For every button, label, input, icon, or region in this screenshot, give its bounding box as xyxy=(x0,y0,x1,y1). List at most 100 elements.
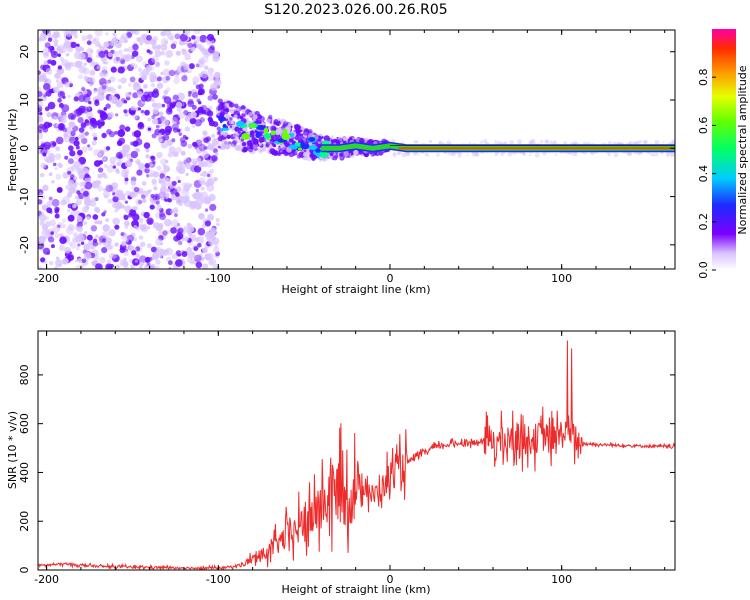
spectrogram-point xyxy=(186,247,193,253)
spectrogram-point xyxy=(97,167,104,173)
spectrogram-point xyxy=(42,83,51,91)
spectrogram-point xyxy=(179,161,183,166)
spectrogram-point xyxy=(139,224,146,231)
spectrogram-point xyxy=(165,50,174,58)
spectrogram-point xyxy=(78,65,87,74)
spectrogram-point xyxy=(63,40,71,49)
spectrogram-point xyxy=(189,164,198,173)
spectrogram-point xyxy=(336,140,341,145)
spectrogram-point xyxy=(147,127,152,131)
spectrogram-point xyxy=(38,129,43,134)
spectrogram-point xyxy=(225,143,232,150)
spectrogram-point xyxy=(146,243,152,249)
spectrogram-point xyxy=(194,254,202,263)
spectrogram-point xyxy=(338,136,343,142)
spectrogram-point xyxy=(67,214,75,222)
spectrogram-point xyxy=(534,152,540,158)
spectrogram-point xyxy=(200,191,209,200)
spectrogram-point xyxy=(152,107,159,115)
spectrogram-point xyxy=(158,138,163,143)
spectrogram-point xyxy=(38,132,44,140)
spectrogram-blob xyxy=(281,134,290,140)
spectrogram-point xyxy=(299,129,303,133)
spectrogram-point xyxy=(149,78,154,83)
spectrogram-point xyxy=(199,180,205,186)
spectrogram-point xyxy=(103,164,108,169)
spectrogram-point xyxy=(302,152,308,157)
spectrogram-point xyxy=(643,139,648,144)
snr-y-tick-label: 400 xyxy=(18,462,31,483)
spectrogram-point xyxy=(213,71,221,79)
spectrogram-point xyxy=(198,161,205,168)
spectrogram-point xyxy=(163,89,169,95)
spectrogram-point xyxy=(108,244,114,250)
spectrogram-point xyxy=(65,52,70,57)
spectrogram-point xyxy=(38,70,41,76)
snr-series-line xyxy=(38,340,675,570)
spectrogram-point xyxy=(94,99,99,104)
spectrogram-point xyxy=(164,159,169,164)
spectrogram-point xyxy=(202,263,209,269)
spectrogram-point xyxy=(52,162,57,167)
spectrogram-point xyxy=(136,55,143,63)
spectrogram-point xyxy=(150,155,155,160)
spectrogram-point xyxy=(54,206,60,212)
spectrogram-point xyxy=(528,154,532,157)
spectrogram-point xyxy=(636,140,639,144)
spectrogram-point xyxy=(159,213,167,221)
spectrogram-point xyxy=(67,224,75,232)
spectrogram-point xyxy=(76,43,80,47)
spectrogram-point xyxy=(145,154,150,159)
spectrogram-point xyxy=(190,111,197,118)
snr-x-label: Height of straight line (km) xyxy=(281,583,430,596)
spectrogram-point xyxy=(151,102,158,108)
spectrogram-point xyxy=(184,53,192,61)
spectrogram-point xyxy=(139,265,143,269)
spectrogram-point xyxy=(207,178,211,182)
spectrogram-point xyxy=(201,170,208,177)
spectrogram-point xyxy=(252,114,258,120)
spectrogram-point xyxy=(201,150,210,159)
spectrogram-point xyxy=(159,192,164,198)
snr-x-tick-label: 0 xyxy=(386,573,393,586)
spectrogram-point xyxy=(56,81,64,89)
spectrogram-point xyxy=(241,142,247,147)
spectrogram-point xyxy=(150,246,157,253)
spectrogram-point xyxy=(103,194,109,199)
spectrogram-blob xyxy=(289,144,299,150)
spectrogram-point xyxy=(169,36,174,41)
spectrogram-point xyxy=(192,160,197,166)
spectrogram-point xyxy=(168,146,176,154)
spectrogram-point xyxy=(188,90,192,95)
spectrogram-point xyxy=(80,188,85,192)
spectrogram-point xyxy=(132,92,139,99)
spectrogram-blob xyxy=(297,147,302,151)
spectrogram-point xyxy=(131,250,137,256)
spectrogram-point xyxy=(138,218,144,223)
spectrogram-point xyxy=(165,247,174,256)
spectrogram-point xyxy=(111,96,119,105)
spectrogram-point xyxy=(204,208,209,212)
spectrogram-point xyxy=(228,141,232,144)
spectrogram-point xyxy=(58,103,64,109)
spectrogram-point xyxy=(111,253,117,259)
spectrogram-point xyxy=(257,120,262,125)
spectrogram-point xyxy=(436,153,440,157)
spectrogram-point xyxy=(157,252,163,258)
spectrogram-point xyxy=(540,139,544,144)
spectrogram-point xyxy=(178,132,183,136)
spectrogram-point xyxy=(144,109,150,116)
spectrogram-point xyxy=(156,165,162,171)
spectrogram-point xyxy=(295,128,302,134)
spectrogram-y-tick-label: 0 xyxy=(18,145,31,152)
colorbar-tick-label: 0.0 xyxy=(697,261,710,279)
spectrogram-point xyxy=(162,68,171,77)
spectrogram-point xyxy=(190,46,196,52)
spectrogram-point xyxy=(87,106,91,111)
spectrogram-point xyxy=(46,112,52,118)
spectrogram-point xyxy=(122,193,126,197)
spectrogram-point xyxy=(143,75,148,80)
spectrogram-point xyxy=(76,221,84,228)
spectrogram-point xyxy=(73,176,78,181)
spectrogram-point xyxy=(162,231,168,237)
